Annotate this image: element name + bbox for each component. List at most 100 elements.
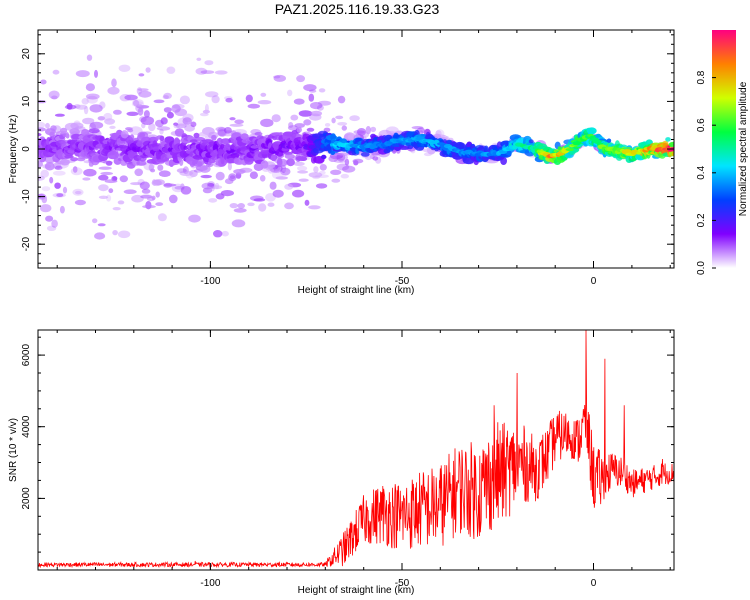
- figure-title: PAZ1.2025.116.19.33.G23: [275, 1, 440, 17]
- spectrogram-noise-blob: [213, 230, 223, 238]
- spectrogram-noise-blob: [107, 86, 120, 95]
- spectrogram-noise-blob: [166, 66, 176, 74]
- spectrogram-noise-blob: [132, 99, 144, 106]
- spectrogram-noise-blob: [288, 122, 294, 128]
- spectrogram-ridge-blob: [250, 145, 260, 149]
- spectrogram-noise-blob: [134, 168, 143, 177]
- spectrogram-noise-blob: [179, 170, 193, 176]
- spectrogram-noise-blob: [51, 95, 58, 100]
- spectrogram-noise-blob: [54, 113, 65, 117]
- spectrogram-noise-blob: [331, 178, 341, 183]
- spectrogram-noise-blob: [308, 205, 321, 210]
- spectrogram-noise-blob: [249, 171, 258, 179]
- spectrogram-noise-blob: [46, 225, 57, 231]
- spectrogram-noise-blob: [335, 115, 344, 120]
- spectrogram-noise-blob: [204, 60, 214, 66]
- spectrogram-noise-blob: [324, 123, 331, 127]
- spectrogram-noise-blob: [316, 104, 324, 111]
- spectrogram-noise-blob: [221, 230, 229, 237]
- spectrogram-noise-blob: [315, 183, 328, 189]
- spectrogram-noise-blob: [188, 214, 201, 223]
- spectrogram-noise-blob: [313, 166, 319, 173]
- spectrogram-noise-blob: [179, 95, 190, 105]
- y-tick-label: 20: [21, 48, 32, 60]
- spectrogram-noise-blob: [137, 88, 149, 92]
- spectrogram-noise-blob: [153, 99, 165, 104]
- spectrogram-noise-blob: [52, 69, 60, 75]
- colorbar-label: Normalized spectral amplitude: [738, 81, 749, 216]
- spectrogram-noise-blob: [293, 98, 305, 105]
- spectrogram-ridge-blob: [244, 157, 256, 162]
- spectrogram-noise-blob: [272, 189, 284, 198]
- spectrogram-noise-blob: [173, 123, 180, 129]
- spectrogram-ridge-blob: [284, 153, 295, 159]
- spectrogram-noise-blob: [180, 186, 192, 195]
- x-tick-label: -50: [395, 578, 410, 589]
- spectrogram-ridge-blob: [211, 134, 217, 141]
- spectrogram-ridge-blob: [81, 129, 90, 137]
- spectrogram-ridge-blob: [286, 158, 295, 167]
- spectrogram-noise-blob: [40, 169, 49, 178]
- spectrogram-noise-blob: [51, 219, 58, 228]
- spectrogram-noise-blob: [304, 199, 310, 206]
- spectrogram-noise-blob: [247, 202, 255, 207]
- colorbar-ticks: 0.0 0.2 0.4 0.6 0.8: [696, 70, 716, 275]
- spectrogram-noise-blob: [199, 112, 209, 117]
- spectrogram-noise-blob: [309, 89, 317, 93]
- spectrogram-noise-blob: [45, 215, 54, 222]
- spectrogram-noise-blob: [157, 213, 167, 222]
- spectrogram-noise-blob: [431, 134, 446, 138]
- spectrogram-ridge-blob: [457, 142, 466, 151]
- spectrogram-ylabel: Frequency (Hz): [8, 115, 19, 184]
- spectrogram-core-blob: [565, 148, 575, 152]
- y-tick-label: 0: [21, 146, 32, 152]
- spectrogram-noise-blob: [259, 175, 266, 182]
- spectrogram-noise-blob: [342, 165, 356, 173]
- spectrogram-noise-blob: [435, 130, 442, 138]
- spectrogram-noise-blob: [74, 199, 86, 206]
- spectrogram-noise-blob: [131, 101, 145, 107]
- spectrogram-noise-blob: [113, 109, 122, 115]
- spectrogram-noise-blob: [54, 182, 61, 189]
- spectrogram-ridge-blob: [277, 157, 283, 166]
- spectrogram-noise-blob: [97, 116, 106, 121]
- spectrogram-noise-blob: [340, 173, 349, 179]
- spectrogram-ridge-blob: [45, 128, 56, 136]
- spectrogram-noise-blob: [94, 69, 98, 78]
- spectrogram-ridge-blob: [38, 127, 46, 132]
- spectrogram-ridge-blob: [270, 154, 277, 162]
- spectrogram-noise-blob: [237, 203, 245, 209]
- spectrogram-noise-blob: [223, 127, 232, 134]
- spectrogram-ridge-blob: [193, 132, 200, 139]
- spectrogram-ridge-blob: [129, 134, 135, 141]
- spectrogram-noise-blob: [198, 131, 210, 137]
- spectrogram-noise-blob: [344, 158, 350, 166]
- spectrogram-noise-blob: [62, 186, 68, 194]
- spectrogram-noise-blob: [162, 95, 169, 100]
- spectrogram-noise-blob: [70, 167, 83, 176]
- spectrogram-ridge-blob: [60, 127, 68, 134]
- spectrogram-noise-blob: [330, 169, 342, 175]
- spectrogram-noise-blob: [201, 182, 215, 190]
- spectrogram-noise-blob: [124, 94, 138, 101]
- spectrogram-noise-blob: [92, 218, 98, 224]
- y-tick-label: 6000: [21, 344, 32, 367]
- spectrogram-noise-blob: [143, 110, 150, 118]
- snr-panel: -100 -50 0 2000 4000 6000 Height of straight …: [8, 329, 675, 596]
- spectrogram-ridge-blob: [105, 160, 113, 166]
- spectrogram-noise-blob: [297, 170, 309, 174]
- spectrogram-noise-blob: [228, 173, 237, 182]
- spectrogram-noise-blob: [166, 111, 174, 119]
- spectrogram-ridge-blob: [398, 145, 410, 150]
- spectrogram-ridge-blob: [197, 161, 203, 167]
- spectrogram-noise-blob: [85, 83, 95, 92]
- spectrogram-noise-blob: [141, 188, 151, 194]
- spectrogram-noise-blob: [54, 165, 63, 170]
- spectrogram-noise-blob: [98, 174, 109, 181]
- spectrogram-ridge-blob: [360, 152, 370, 157]
- spectrogram-noise-blob: [249, 195, 264, 202]
- spectrogram-ridge-blob: [38, 160, 43, 168]
- spectrogram-noise-blob: [49, 176, 54, 184]
- spectrogram-noise-blob: [40, 204, 52, 213]
